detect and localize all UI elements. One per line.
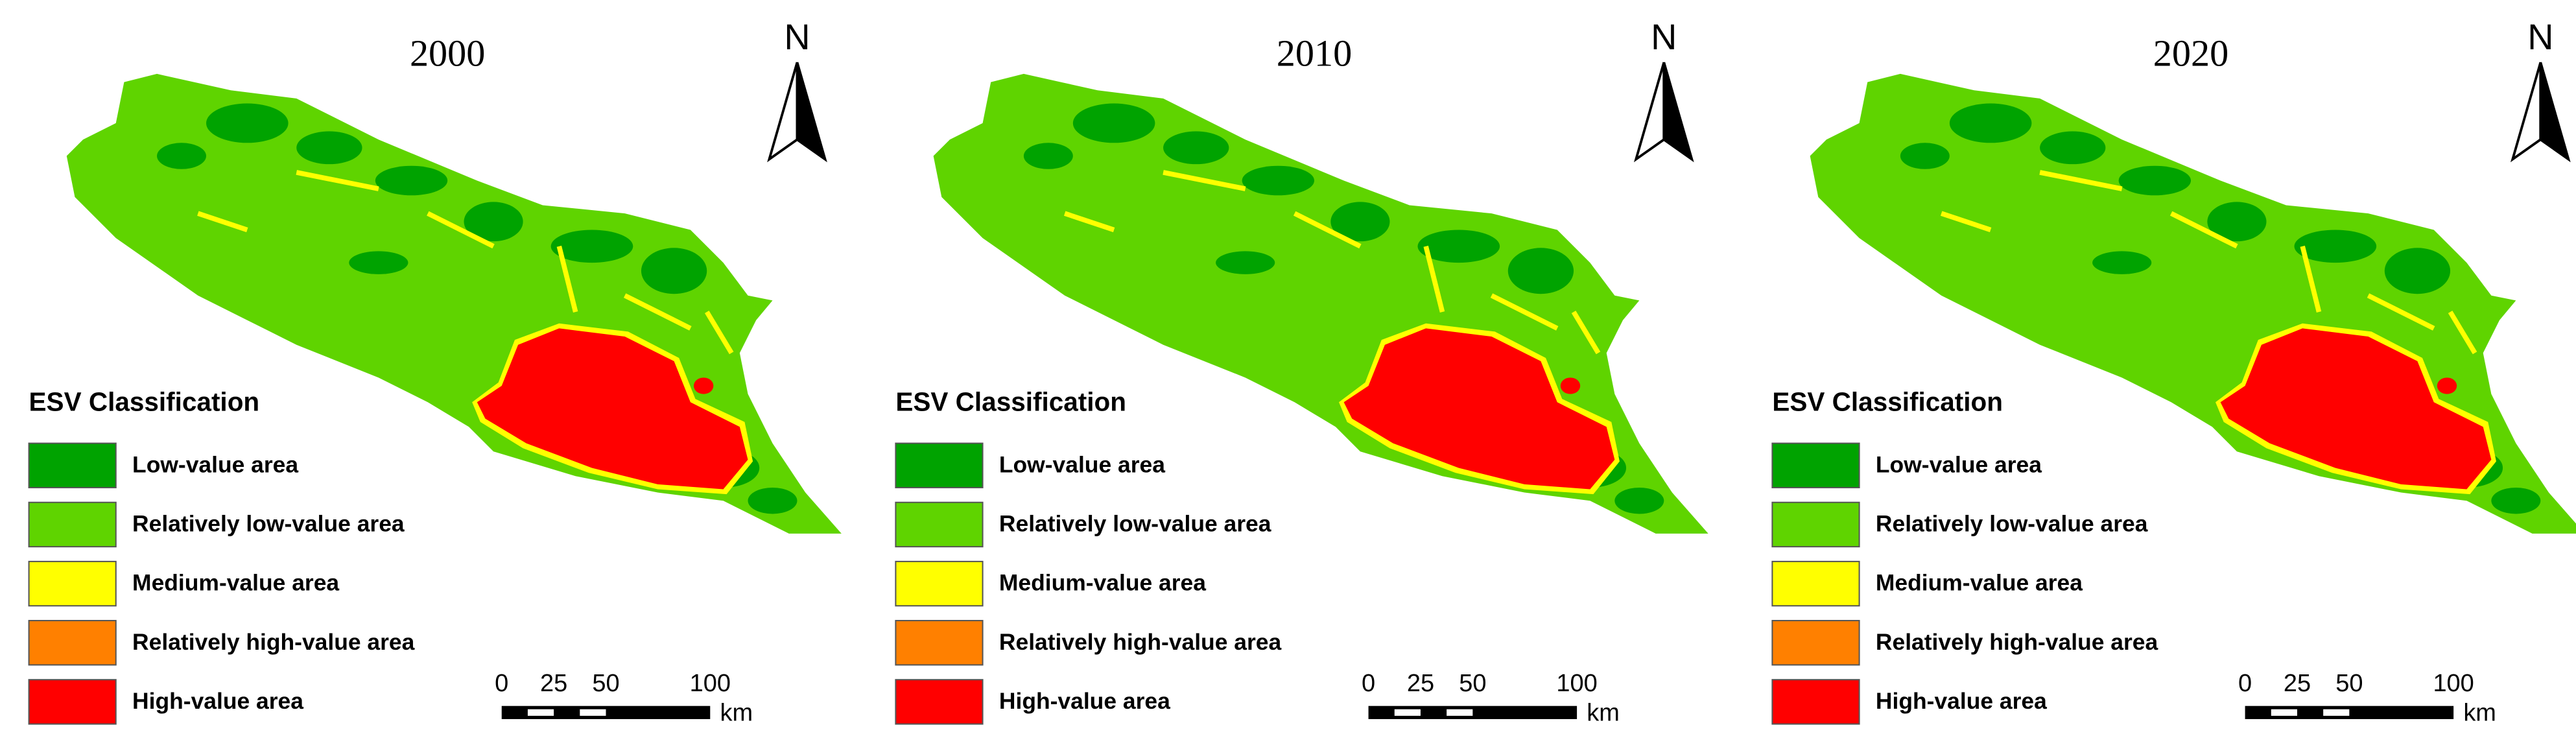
scale-unit: km: [2463, 699, 2496, 726]
map-title: 2020: [2153, 32, 2228, 74]
legend-title: ESV Classification: [29, 387, 260, 417]
legend-label: Medium-value area: [1876, 570, 2083, 596]
scale-bar-segment: [1447, 709, 1473, 716]
map-panel: 2000 N ESV Classification Low-value area Rel…: [28, 17, 842, 726]
scale-tick-label: 50: [1459, 670, 1486, 697]
scale-tick-label: 0: [495, 670, 508, 697]
scale-bar-segment: [1394, 709, 1421, 716]
scale-tick-label: 100: [690, 670, 731, 697]
legend-swatch: [895, 560, 984, 607]
legend-label: Medium-value area: [999, 570, 1206, 596]
legend-label: High-value area: [132, 688, 303, 714]
legend-label: High-value area: [999, 688, 1170, 714]
legend-label: Relatively high-value area: [132, 629, 415, 655]
legend-label: Low-value area: [999, 451, 1165, 477]
legend-swatch: [895, 620, 984, 666]
legend-label: Relatively low-value area: [132, 511, 405, 537]
legend-label: Relatively high-value area: [999, 629, 1282, 655]
legend-swatch: [1771, 560, 1860, 607]
scale-tick-label: 100: [1556, 670, 1597, 697]
scale-tick-label: 25: [1407, 670, 1434, 697]
legend-title: ESV Classification: [1772, 387, 2003, 417]
scale-tick-label: 50: [2335, 670, 2363, 697]
legend-swatch: [895, 442, 984, 488]
map-title: 2000: [410, 32, 485, 74]
legend-swatch: [1771, 442, 1860, 488]
scale-tick-label: 100: [2433, 670, 2474, 697]
legend-swatch: [895, 501, 984, 548]
scale-tick-label: 25: [540, 670, 567, 697]
legend-swatch: [28, 560, 117, 607]
scale-tick-label: 0: [1362, 670, 1375, 697]
legend-label: High-value area: [1876, 688, 2047, 714]
scale-unit: km: [720, 699, 753, 726]
scale-tick-label: 50: [592, 670, 619, 697]
legend-label: Low-value area: [132, 451, 298, 477]
legend-label: Medium-value area: [132, 570, 339, 596]
map-panel: 2010 N ESV Classification Low-value area Rel…: [895, 17, 1708, 726]
north-arrow: [1633, 62, 1666, 163]
scale-bar-segment: [2323, 709, 2350, 716]
scale-bar-segment: [580, 709, 606, 716]
scale-bar-segment: [2271, 709, 2297, 716]
legend-swatch: [28, 620, 117, 666]
legend-swatch: [1771, 620, 1860, 666]
scale-tick-label: 25: [2284, 670, 2311, 697]
legend-label: Relatively low-value area: [999, 511, 1271, 537]
north-label: N: [2527, 17, 2553, 57]
map-panel: 2020 N ESV Classification Low-value area Rel…: [1771, 17, 2576, 726]
legend-title: ESV Classification: [895, 387, 1126, 417]
legend-label: Relatively high-value area: [1876, 629, 2158, 655]
scale-unit: km: [1587, 699, 1620, 726]
north-arrow: [2510, 62, 2542, 163]
north-arrow: [767, 62, 799, 163]
scale-tick-label: 0: [2238, 670, 2252, 697]
legend-swatch: [1771, 679, 1860, 725]
legend-swatch: [28, 501, 117, 548]
scale-bar-segment: [527, 709, 554, 716]
legend-swatch: [895, 679, 984, 725]
legend-swatch: [28, 442, 117, 488]
north-arrow: [2539, 62, 2571, 163]
map-title: 2010: [1277, 32, 1352, 74]
north-arrow: [796, 62, 827, 163]
north-label: N: [784, 17, 810, 57]
legend-swatch: [28, 679, 117, 725]
north-arrow: [1662, 62, 1694, 163]
legend-label: Low-value area: [1876, 451, 2042, 477]
north-label: N: [1651, 17, 1677, 57]
legend-swatch: [1771, 501, 1860, 548]
legend-label: Relatively low-value area: [1876, 511, 2148, 537]
